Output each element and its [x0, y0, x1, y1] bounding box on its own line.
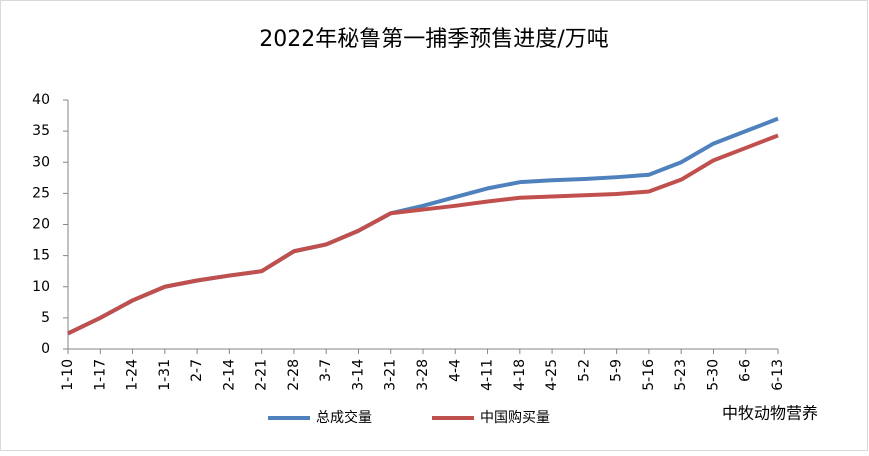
x-tick-label: 5-30 — [705, 359, 721, 391]
y-tick-label: 40 — [32, 92, 50, 108]
x-tick-label: 1-31 — [157, 359, 173, 391]
series-line — [67, 133, 779, 336]
x-tick-label: 3-21 — [383, 359, 399, 391]
x-tick-label: 6-6 — [738, 359, 754, 382]
x-tick-label: 2-28 — [286, 359, 302, 391]
x-tick-label: 3-14 — [350, 359, 366, 391]
y-tick-label: 35 — [32, 123, 50, 139]
x-tick-label: 2-7 — [189, 359, 205, 382]
x-tick-label: 4-18 — [512, 359, 528, 391]
x-tick-label: 5-16 — [641, 359, 657, 391]
x-tick-label: 1-24 — [125, 359, 141, 391]
x-tick-label: 2-21 — [254, 359, 270, 391]
watermark: 中牧动物营养 — [722, 404, 818, 423]
x-tick-label: 4-4 — [447, 359, 463, 382]
y-tick-label: 15 — [32, 248, 50, 264]
legend-label: 总成交量 — [316, 409, 372, 426]
x-tick-label: 6-13 — [770, 359, 786, 391]
legend-label: 中国购买量 — [480, 410, 550, 426]
y-tick-label: 20 — [32, 217, 50, 233]
x-tick-label: 4-25 — [544, 359, 560, 391]
x-tick-label: 3-28 — [415, 359, 431, 391]
chart-title: 2022年秘鲁第一捕季预售进度/万吨 — [259, 27, 608, 52]
y-tick-label: 30 — [32, 154, 50, 170]
y-tick-label: 25 — [32, 185, 50, 201]
x-tick-label: 5-9 — [609, 359, 625, 382]
x-tick-label: 4-11 — [480, 359, 496, 391]
x-tick-label: 3-7 — [318, 359, 334, 382]
y-tick-label: 0 — [41, 341, 50, 357]
x-tick-label: 1-10 — [60, 359, 76, 391]
x-tick-label: 5-2 — [576, 359, 592, 382]
x-tick-label: 1-17 — [92, 359, 108, 391]
y-tick-label: 10 — [32, 279, 50, 295]
x-tick-label: 2-14 — [221, 359, 237, 391]
y-tick-label: 5 — [41, 310, 50, 326]
x-tick-label: 5-23 — [673, 359, 689, 391]
